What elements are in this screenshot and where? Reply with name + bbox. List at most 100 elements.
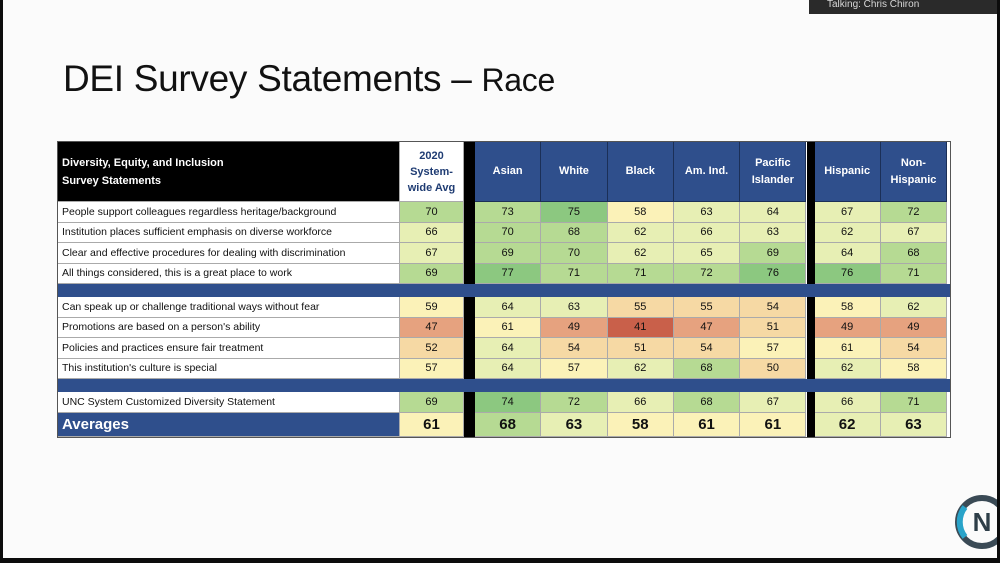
averages-value: 58 — [607, 412, 674, 437]
averages-value: 63 — [541, 412, 608, 437]
score-cell: 62 — [607, 243, 674, 264]
score-cell: 62 — [880, 297, 948, 318]
header-system-avg: 2020 System-wide Avg — [400, 142, 464, 202]
header-line: Black — [625, 165, 655, 177]
averages-value: 62 — [814, 412, 881, 437]
score-cell: 72 — [880, 202, 948, 223]
statement-label: All things considered, this is a great p… — [58, 263, 400, 284]
system-avg-value: 47 — [400, 317, 464, 338]
statement-label: People support colleagues regardless her… — [58, 202, 400, 223]
score-cell: 47 — [673, 317, 741, 338]
score-cell: 68 — [880, 243, 948, 264]
averages-system-value: 61 — [400, 412, 464, 437]
header-line: Asian — [492, 165, 523, 177]
header-line: Hispanic — [890, 173, 937, 186]
score-cell: 74 — [475, 392, 542, 413]
score-cell: 67 — [814, 202, 881, 223]
score-cell: 54 — [880, 338, 948, 359]
score-cell: 63 — [541, 297, 608, 318]
statement-label: Policies and practices ensure fair treat… — [58, 338, 400, 359]
score-cell: 41 — [607, 317, 674, 338]
score-cell: 58 — [880, 358, 948, 379]
score-cell: 68 — [673, 392, 741, 413]
system-avg-value: 59 — [400, 297, 464, 318]
score-cell: 72 — [673, 263, 741, 284]
slide-title-main: DEI Survey Statements – — [63, 58, 482, 99]
score-cell: 71 — [541, 263, 608, 284]
score-cell: 67 — [740, 392, 807, 413]
score-cell: 61 — [475, 317, 542, 338]
header-line: White — [558, 165, 589, 177]
header-line: Non- — [900, 156, 926, 169]
statement-label: Can speak up or challenge traditional wa… — [58, 297, 400, 318]
averages-value: 61 — [673, 412, 741, 437]
score-cell: 64 — [475, 338, 542, 359]
score-cell: 54 — [740, 297, 807, 318]
talking-indicator: Talking: Chris Chiron — [809, 0, 997, 14]
score-cell: 64 — [475, 358, 542, 379]
score-cell: 58 — [607, 202, 674, 223]
score-cell: 69 — [475, 243, 542, 264]
score-cell: 62 — [607, 222, 674, 243]
header-line: Pacific — [755, 156, 791, 169]
score-cell: 76 — [740, 263, 807, 284]
dei-survey-table: Diversity, Equity, and Inclusion Survey S… — [57, 141, 951, 438]
score-cell: 70 — [475, 222, 542, 243]
score-cell: 58 — [814, 297, 881, 318]
score-cell: 64 — [814, 243, 881, 264]
system-avg-value: 57 — [400, 358, 464, 379]
score-cell: 75 — [541, 202, 608, 223]
score-cell: 66 — [673, 222, 741, 243]
slide-title: DEI Survey Statements – Race — [63, 58, 555, 100]
score-cell: 54 — [673, 338, 741, 359]
header-line: Am. Ind. — [684, 165, 729, 177]
score-cell: 64 — [740, 202, 807, 223]
score-cell: 65 — [673, 243, 741, 264]
slide-title-sub: Race — [481, 62, 555, 98]
header-statement-label: Diversity, Equity, and Inclusion Survey S… — [58, 142, 400, 202]
score-cell: 51 — [740, 317, 807, 338]
score-cell: 49 — [541, 317, 608, 338]
statement-label: Promotions are based on a person's abili… — [58, 317, 400, 338]
score-cell: 62 — [814, 358, 881, 379]
score-cell: 55 — [607, 297, 674, 318]
presentation-slide: Talking: Chris Chiron DEI Survey Stateme… — [3, 0, 997, 558]
system-avg-value: 67 — [400, 243, 464, 264]
header-line: System- — [410, 165, 453, 178]
score-cell: 71 — [607, 263, 674, 284]
score-cell: 70 — [541, 243, 608, 264]
score-cell: 63 — [673, 202, 741, 223]
header-group-3: Am. Ind. — [673, 142, 741, 202]
header-line: Survey Statements — [62, 174, 162, 187]
score-cell: 49 — [814, 317, 881, 338]
score-cell: 61 — [814, 338, 881, 359]
statement-label: This institution's culture is special — [58, 358, 400, 379]
header-line: Diversity, Equity, and Inclusion — [62, 156, 224, 169]
score-cell: 54 — [541, 338, 608, 359]
score-cell: 51 — [607, 338, 674, 359]
header-line: 2020 — [419, 149, 444, 162]
header-group-6: Non- Hispanic — [880, 142, 948, 202]
header-group-5: Hispanic — [814, 142, 881, 202]
score-cell: 71 — [880, 392, 948, 413]
score-cell: 50 — [740, 358, 807, 379]
score-cell: 73 — [475, 202, 542, 223]
score-cell: 66 — [814, 392, 881, 413]
system-avg-value: 52 — [400, 338, 464, 359]
averages-value: 63 — [880, 412, 948, 437]
averages-value: 61 — [740, 412, 807, 437]
score-cell: 62 — [814, 222, 881, 243]
system-avg-value: 70 — [400, 202, 464, 223]
score-cell: 68 — [673, 358, 741, 379]
score-cell: 49 — [880, 317, 948, 338]
score-cell: 76 — [814, 263, 881, 284]
system-avg-value: 69 — [400, 263, 464, 284]
logo-letter: N — [973, 507, 992, 537]
header-line: Hispanic — [824, 165, 871, 177]
n-circle-logo-icon: N — [955, 495, 997, 549]
score-cell: 67 — [880, 222, 948, 243]
section-band — [58, 379, 950, 392]
statement-label: Clear and effective procedures for deali… — [58, 243, 400, 264]
score-cell: 66 — [607, 392, 674, 413]
score-cell: 71 — [880, 263, 948, 284]
